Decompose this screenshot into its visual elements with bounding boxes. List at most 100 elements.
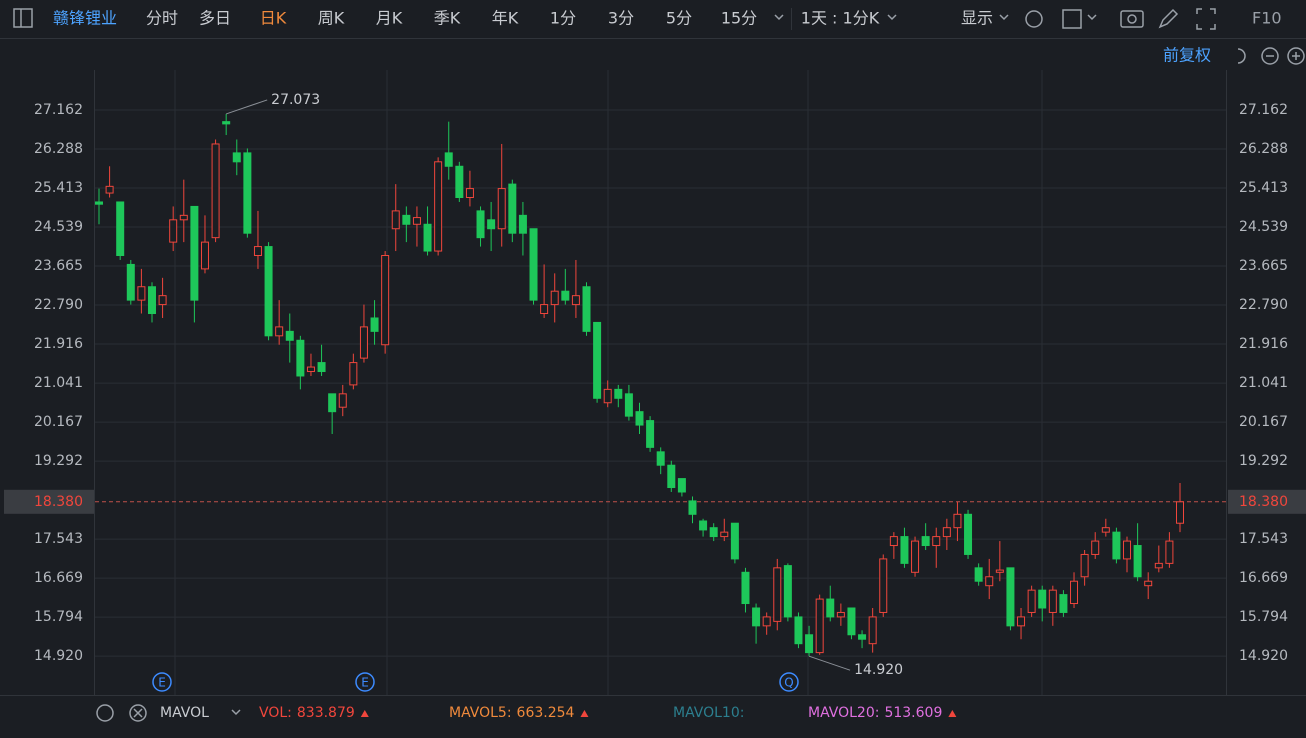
candle-body [200,241,209,270]
box-chevron [1087,14,1097,21]
candle-body [699,520,708,531]
event-marker[interactable] [355,672,375,692]
indicator-label: MAVOL10: [673,705,744,721]
display-menu[interactable]: 显示 [961,9,993,28]
candle-body [1144,580,1153,587]
period-tab[interactable]: 5分 [666,9,692,28]
candle-body [868,616,877,645]
period-tab[interactable]: 15分 [721,9,757,28]
y-tick-label-right: 19.292 [1239,453,1288,469]
last-price-label: 18.380 [34,494,83,510]
f10-button[interactable]: F10 [1252,9,1282,28]
candle-body [190,205,199,301]
stock-name[interactable]: 赣锋锂业 [53,9,117,28]
candle-body [709,527,718,538]
candle-body [402,214,411,225]
candle-body [158,295,167,306]
candle-body [794,616,803,645]
candle-body [836,611,845,618]
candle-body [285,330,294,341]
candle-body [847,607,856,636]
candle-body [1176,501,1184,524]
period-tab[interactable]: 季K [434,9,461,28]
more-chevron[interactable] [774,14,784,21]
candle-body [1017,616,1026,627]
candle-body [561,290,570,301]
candle-body [540,304,549,315]
zoom-out[interactable] [1261,47,1279,65]
candle-body [253,246,262,257]
period-tab[interactable]: 3分 [608,9,634,28]
candle-body [1133,545,1142,578]
event-label: E [158,676,166,690]
candle-body [317,362,326,373]
candle-body [688,500,697,515]
candle-body [783,565,792,618]
candle-body [338,393,347,408]
settings-icon[interactable] [1025,10,1043,28]
y-tick-label-right: 14.920 [1239,648,1288,664]
annotation-label: 14.920 [854,662,903,678]
candle-body [412,217,421,225]
candle-body [306,366,315,373]
period-tab[interactable]: 月K [376,9,403,28]
indicator-close[interactable] [129,704,147,722]
candle-body [370,317,379,332]
camera-icon[interactable] [1120,10,1144,28]
candle-body [137,286,146,301]
candle-body [116,201,125,257]
y-tick-label-right: 21.041 [1239,375,1288,391]
indicator-value: 833.879 [297,705,355,721]
sidebar-toggle[interactable] [13,8,33,28]
candle-body [444,152,453,167]
draw-box-icon[interactable] [1062,9,1082,29]
camera-lens [1127,14,1137,24]
candle-body [518,214,527,234]
y-tick-label: 20.167 [34,414,83,430]
period-tab[interactable]: 周K [318,9,345,28]
candle-body [582,286,591,332]
candle-body [1070,580,1079,605]
y-tick-label: 17.543 [34,531,83,547]
candle-body [465,188,474,199]
candle-body [1027,589,1036,613]
candle-body [762,616,771,627]
candle-body [179,214,188,221]
adjust-mode[interactable]: 前复权 [1163,46,1211,65]
candle-body [593,321,602,399]
indicator-label: MAVOL20: [808,705,879,721]
period-tab[interactable]: 日K [260,9,287,28]
candle-body [423,223,432,252]
annotation-leader [808,655,851,671]
candle-body [1091,540,1100,555]
up-arrow [948,710,957,717]
candle-body [95,201,103,205]
undo-icon[interactable] [1237,48,1246,64]
candle-body [232,152,241,163]
event-marker[interactable] [152,672,172,692]
candle-body [211,143,220,239]
candle-body [667,464,676,489]
candle-body [826,598,835,618]
range-select[interactable]: 1天 : 1分K [801,9,880,28]
indicator-name[interactable]: MAVOL [160,705,209,721]
annotation-label: 27.073 [271,92,320,108]
period-tab[interactable]: 多日 [199,9,231,28]
candle-body [126,263,135,301]
candle-body [434,161,443,252]
candle-body [974,567,983,582]
candle-body [932,536,941,547]
y-tick-label: 25.413 [34,180,83,196]
fullscreen-icon[interactable] [1196,8,1216,30]
indicator-settings[interactable] [96,704,114,722]
event-marker[interactable] [779,672,799,692]
period-tab[interactable]: 年K [492,9,519,28]
pencil-icon[interactable] [1158,8,1179,29]
period-tab[interactable]: 分时 [146,9,178,28]
zoom-in[interactable] [1287,47,1305,65]
candle-body [222,121,231,125]
period-tab[interactable]: 1分 [550,9,576,28]
candle-body [603,388,612,404]
event-label: Q [784,676,793,690]
candle-body [105,185,114,194]
